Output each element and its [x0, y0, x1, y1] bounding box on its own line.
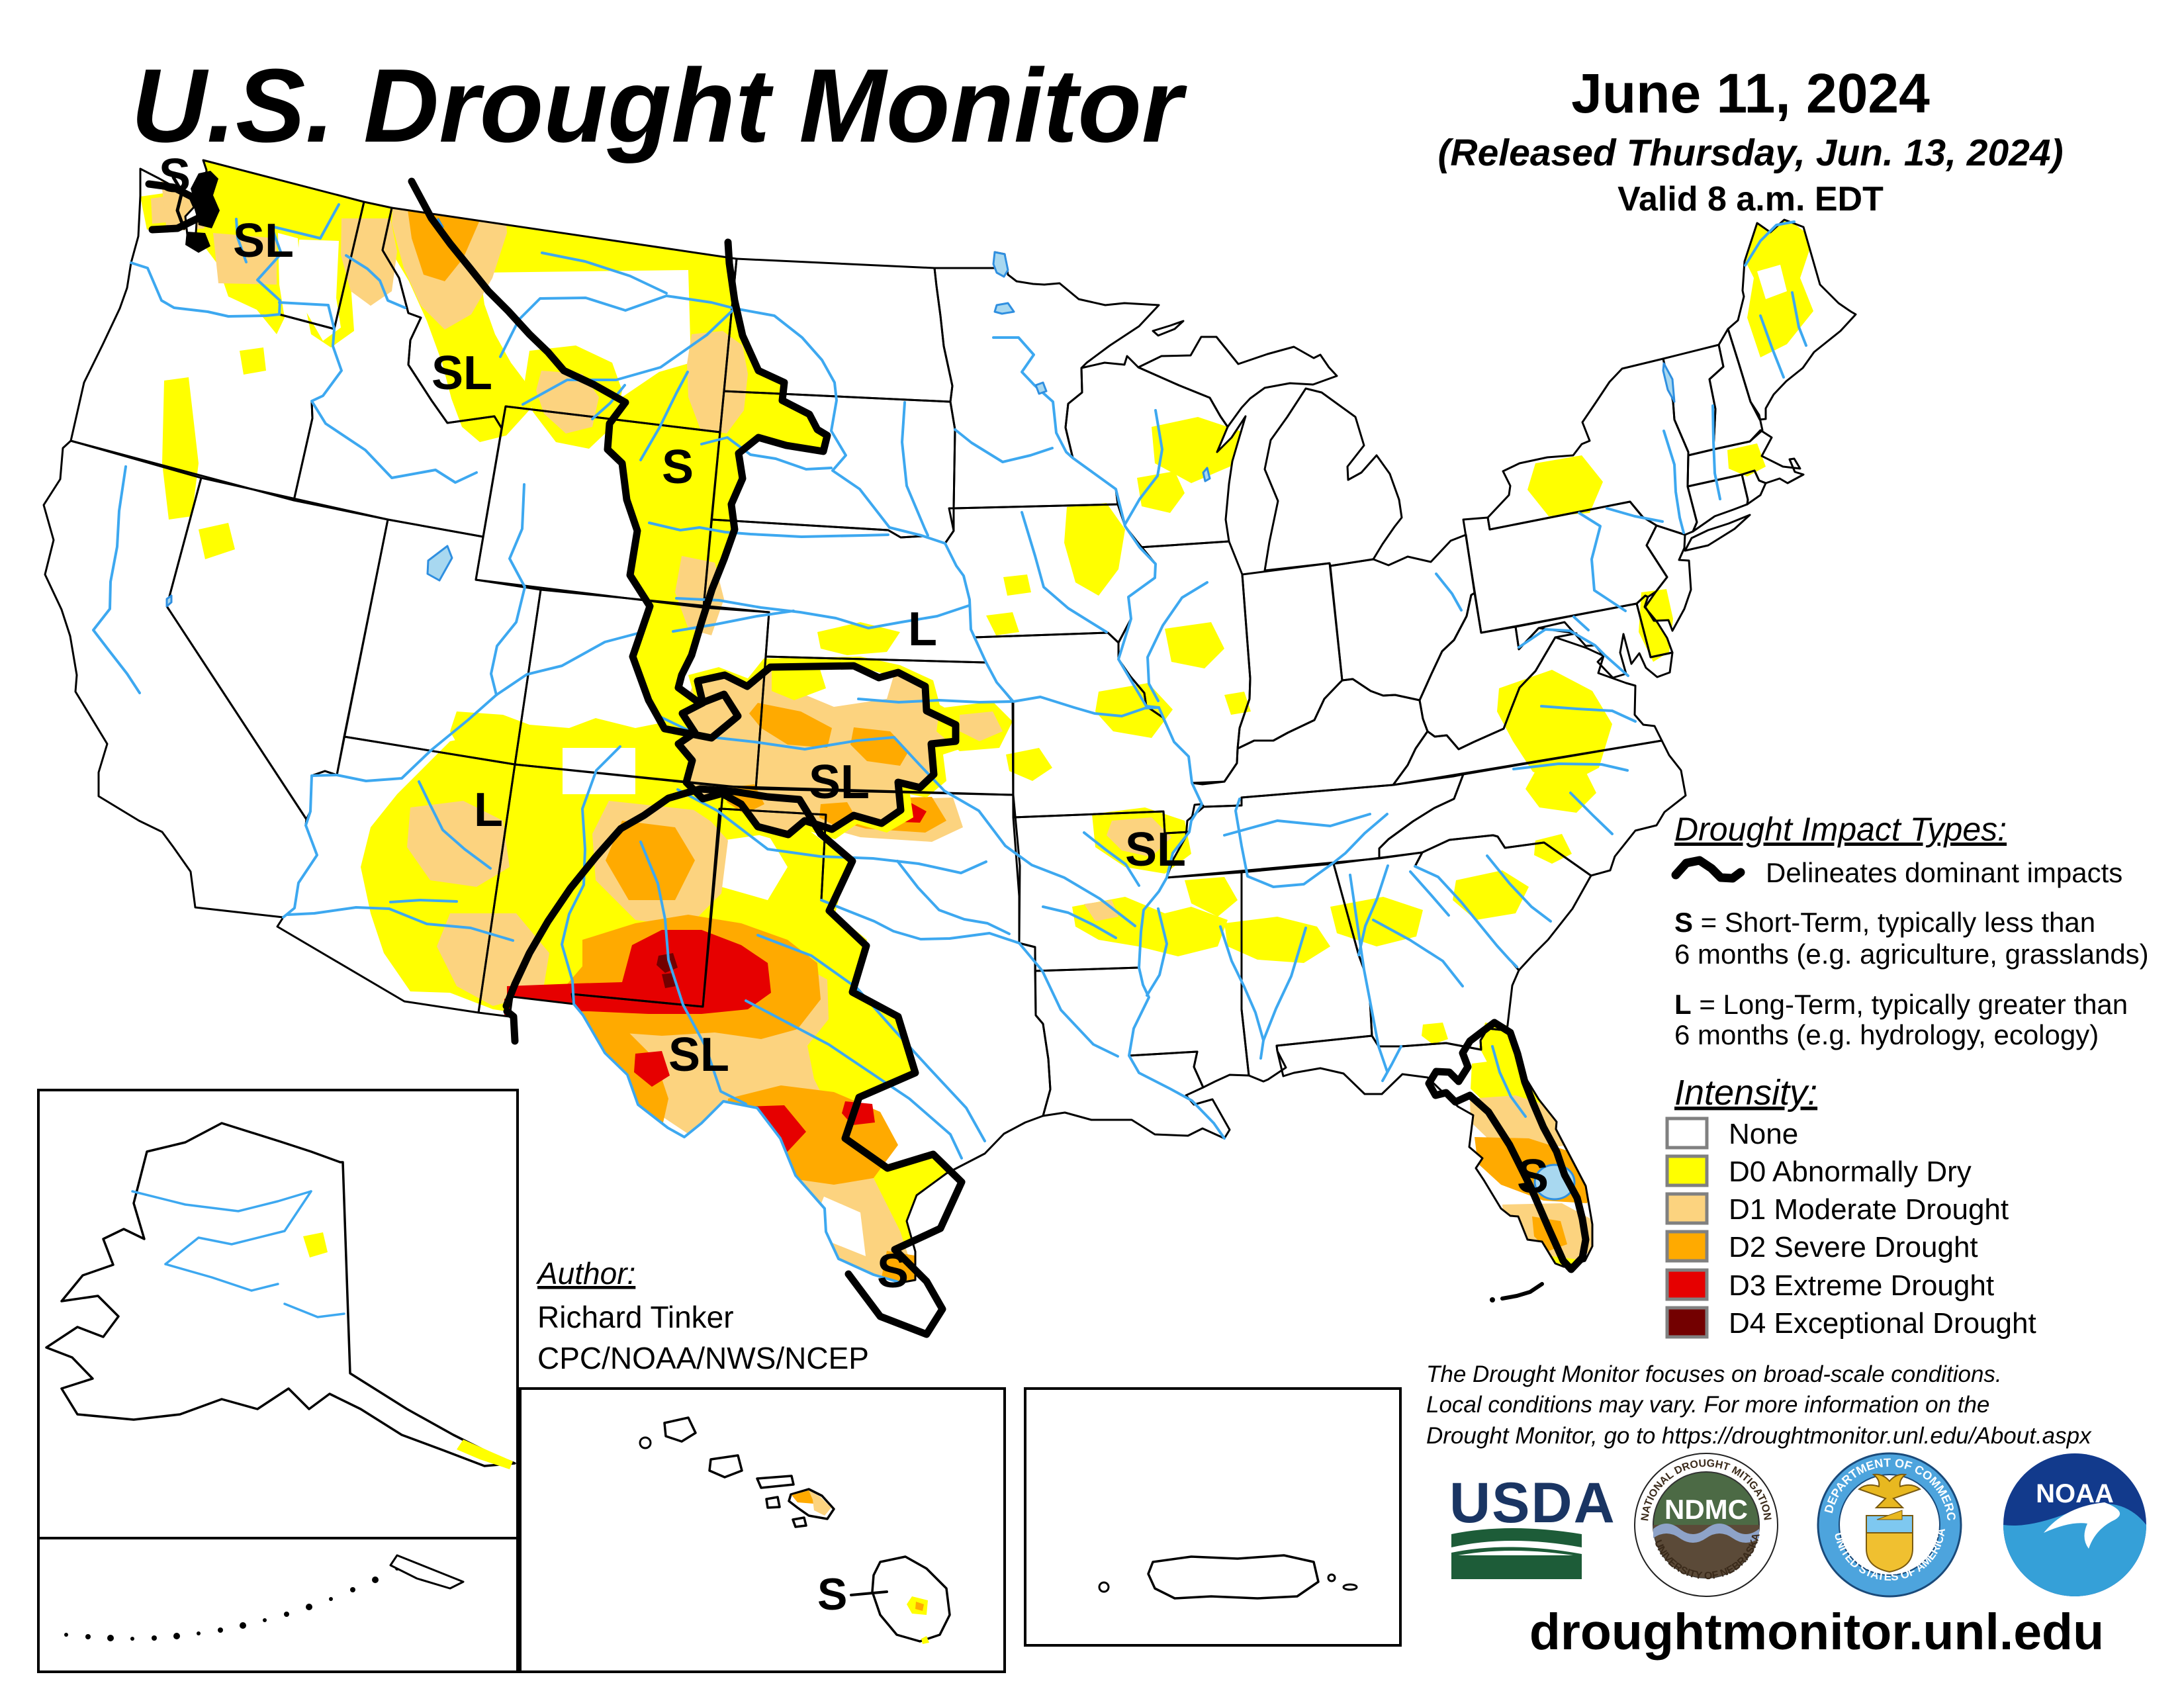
svg-text:SL: SL — [233, 214, 294, 267]
svg-text:D3 Extreme Drought: D3 Extreme Drought — [1729, 1269, 1994, 1302]
svg-text:Drought Monitor, go to https:/: Drought Monitor, go to https://droughtmo… — [1426, 1423, 2092, 1449]
svg-text:6 months (e.g. hydrology, ecol: 6 months (e.g. hydrology, ecology) — [1674, 1019, 2099, 1050]
svg-text:NDMC: NDMC — [1664, 1494, 1748, 1525]
svg-text:L = Long-Term, typically great: L = Long-Term, typically greater than — [1674, 989, 2128, 1020]
svg-text:D4 Exceptional Drought: D4 Exceptional Drought — [1729, 1307, 2036, 1340]
svg-text:USDA: USDA — [1449, 1471, 1616, 1535]
svg-text:SL: SL — [1125, 823, 1186, 876]
svg-text:(Released Thursday, Jun. 13, 2: (Released Thursday, Jun. 13, 2024) — [1437, 132, 2063, 174]
svg-text:S: S — [817, 1569, 847, 1620]
svg-text:June 11, 2024: June 11, 2024 — [1571, 62, 1930, 124]
svg-text:6 months (e.g. agriculture, gr: 6 months (e.g. agriculture, grasslands) — [1674, 938, 2149, 970]
svg-text:Drought Impact Types:: Drought Impact Types: — [1674, 811, 2007, 848]
svg-text:Richard Tinker: Richard Tinker — [537, 1300, 734, 1334]
svg-text:SL: SL — [432, 347, 492, 400]
svg-text:S: S — [159, 150, 191, 203]
svg-text:NOAA: NOAA — [2036, 1479, 2114, 1508]
svg-text:S = Short-Term, typically less: S = Short-Term, typically less than — [1674, 907, 2095, 938]
svg-text:D0 Abnormally Dry: D0 Abnormally Dry — [1729, 1156, 1972, 1188]
svg-text:D1 Moderate Drought: D1 Moderate Drought — [1729, 1193, 2009, 1226]
svg-text:CPC/NOAA/NWS/NCEP: CPC/NOAA/NWS/NCEP — [537, 1341, 869, 1375]
svg-text:S: S — [662, 441, 694, 494]
svg-text:Intensity:: Intensity: — [1674, 1073, 1817, 1113]
svg-text:L: L — [908, 603, 937, 656]
svg-text:L: L — [474, 784, 503, 837]
svg-text:D2 Severe Drought: D2 Severe Drought — [1729, 1231, 1978, 1263]
svg-text:None: None — [1729, 1118, 1798, 1150]
svg-text:S: S — [1517, 1150, 1549, 1203]
svg-text:Delineates dominant impacts: Delineates dominant impacts — [1766, 857, 2122, 888]
svg-text:SL: SL — [668, 1028, 729, 1081]
svg-text:Author:: Author: — [535, 1256, 635, 1291]
svg-text:U.S. Drought Monitor: U.S. Drought Monitor — [131, 48, 1187, 164]
svg-text:droughtmonitor.unl.edu: droughtmonitor.unl.edu — [1529, 1604, 2104, 1661]
svg-text:Local conditions may vary. For: Local conditions may vary. For more info… — [1426, 1392, 1989, 1418]
svg-text:S: S — [877, 1245, 909, 1298]
svg-text:The Drought Monitor focuses on: The Drought Monitor focuses on broad-sca… — [1426, 1361, 2002, 1387]
svg-text:SL: SL — [809, 756, 870, 809]
svg-text:Valid 8 a.m. EDT: Valid 8 a.m. EDT — [1617, 180, 1884, 218]
